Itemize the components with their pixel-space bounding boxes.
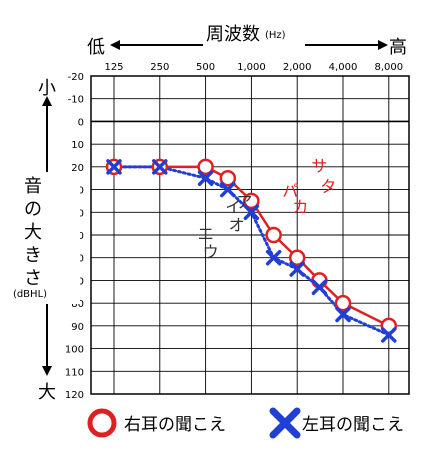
y-axis-unit: (dBHL) xyxy=(13,289,47,300)
cross-mark xyxy=(311,279,328,295)
y-tick-label: 0 xyxy=(78,117,84,128)
series-line-left-ear xyxy=(112,165,391,337)
data-point-right-ear xyxy=(197,158,214,176)
freq-low-label: 低 xyxy=(87,37,105,58)
y-tick-label: 100 xyxy=(65,345,84,356)
y-tick-label: 90 xyxy=(71,322,84,333)
speech-sound-label: オ xyxy=(229,215,245,234)
data-point-right-ear xyxy=(334,294,352,312)
y-tick-label: -20 xyxy=(68,72,84,83)
x-tick-label: 125 xyxy=(104,62,123,73)
data-point-left-ear xyxy=(381,327,397,343)
y-tick-label: -10 xyxy=(68,95,84,106)
speech-sound-label: パ xyxy=(282,181,298,200)
speech-sound-label: タ xyxy=(320,177,336,196)
cross-mark xyxy=(152,159,168,175)
data-point-left-ear xyxy=(335,306,351,323)
legend-label-left-ear: 左耳の聞こえ xyxy=(302,415,404,435)
y-tick-label: 80 xyxy=(71,299,84,310)
speech-sound-label: イ xyxy=(225,197,241,216)
y-tick-label: 10 xyxy=(71,140,84,151)
speech-sound-label: サ xyxy=(311,156,327,175)
cross-mark xyxy=(269,407,301,439)
speech-sound-label: ア xyxy=(236,193,252,212)
freq-title: 周波数 xyxy=(206,24,260,45)
data-point-left-ear xyxy=(311,279,328,295)
x-tick-label: 2,000 xyxy=(283,62,312,73)
speech-sound-label: エ xyxy=(198,225,214,244)
data-point-right-ear xyxy=(219,169,237,187)
y-tick-label: 120 xyxy=(65,390,84,401)
series-line-right-ear xyxy=(114,165,390,328)
level-small-label: 小 xyxy=(38,78,56,99)
y-axis-label: 音の大きさ xyxy=(24,176,42,289)
data-point-left-ear xyxy=(289,261,305,277)
level-large-label: 大 xyxy=(38,382,56,403)
cross-mark xyxy=(106,159,122,175)
x-tick-label: 1,000 xyxy=(237,62,266,73)
y-tick-label: 110 xyxy=(65,367,84,378)
cross-mark xyxy=(381,327,397,343)
data-point-left-ear xyxy=(265,249,282,266)
ylabel-bg xyxy=(14,172,80,304)
data-point-left-ear xyxy=(220,181,236,198)
x-tick-label: 250 xyxy=(150,62,169,73)
legend-label-right-ear: 右耳の聞こえ xyxy=(124,415,226,435)
speech-sound-label: カ xyxy=(292,197,308,216)
cross-mark xyxy=(335,306,351,323)
y-tick-label: 20 xyxy=(71,163,84,174)
data-point-right-ear xyxy=(288,249,306,266)
legend-marker-right-ear xyxy=(87,408,117,438)
freq-high-label: 高 xyxy=(389,37,407,58)
data-point-right-ear xyxy=(265,226,282,244)
cross-mark xyxy=(197,170,214,186)
data-point-left-ear xyxy=(152,159,168,175)
data-point-right-ear xyxy=(243,192,260,210)
freq-unit: (Hz) xyxy=(265,30,286,41)
data-point-left-ear xyxy=(243,204,260,221)
data-point-left-ear xyxy=(106,159,122,175)
cross-mark xyxy=(220,181,236,198)
cross-mark xyxy=(243,204,260,221)
cross-mark xyxy=(265,249,282,266)
x-tick-label: 8,000 xyxy=(374,62,403,73)
data-point-left-ear xyxy=(197,170,214,186)
x-tick-label: 500 xyxy=(196,62,215,73)
x-tick-label: 4,000 xyxy=(329,62,358,73)
speech-sound-label: ウ xyxy=(203,243,219,262)
legend-marker-left-ear xyxy=(269,407,301,439)
cross-mark xyxy=(289,261,305,277)
freq-title-bg xyxy=(203,22,305,46)
